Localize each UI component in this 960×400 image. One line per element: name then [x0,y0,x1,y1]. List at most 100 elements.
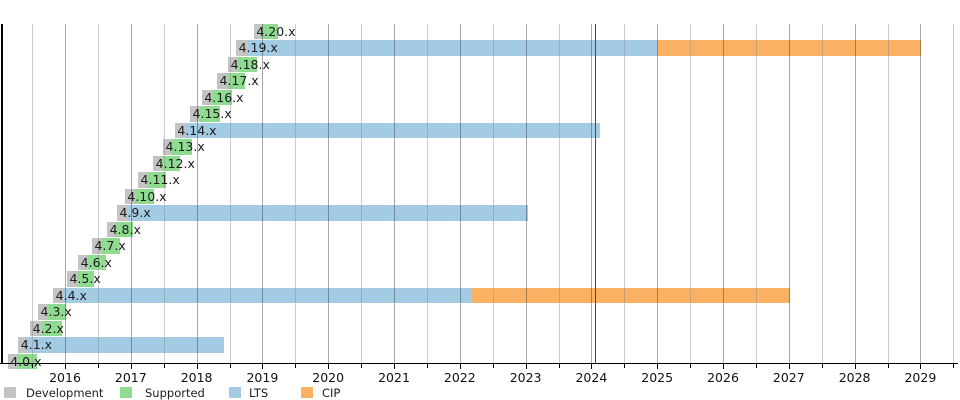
legend-label-supported: Supported [145,386,205,400]
axis-tick [459,364,461,369]
bar-segment-development [38,304,48,320]
version-label: 4.8.x [109,221,141,237]
bar-segment-supported [115,221,133,237]
bar-segment-cip [472,287,791,303]
version-label: 4.4.x [55,287,87,303]
year-label: 2023 [509,370,542,385]
grid-line-half-year [887,24,889,363]
grid-line-half-year [229,24,231,363]
axis-tick [65,364,66,369]
version-label: 4.15.x [192,106,232,121]
year-label: 2016 [49,370,81,385]
axis-tick [262,364,264,369]
axis-tick [591,364,593,369]
year-label: 2022 [443,370,476,385]
axis-tick [854,364,856,369]
bar-segment-development [18,337,29,353]
bar-segment-development [153,155,162,171]
bar-segment-development [253,23,262,39]
bar-segment-lts [247,40,658,56]
grid-line-half-year [953,24,955,363]
version-label: 4.20.x [256,23,296,39]
legend-swatch-supported [120,386,132,398]
bar-segment-lts [186,122,600,138]
bar-segment-development [174,122,187,138]
bar-segment-supported [101,238,121,254]
axis-tick [97,364,99,368]
year-label: 2029 [904,370,937,385]
version-label: 4.16.x [204,89,244,105]
axis-tick [558,364,560,368]
grid-line-half-year [624,24,626,363]
version-label: 4.9.x [119,205,151,220]
year-label: 2017 [114,370,147,385]
bar-segment-supported [261,23,279,39]
axis-tick [163,364,165,368]
version-label: 4.14.x [177,122,217,138]
axis-tick [295,364,297,368]
axis-tick [887,364,889,368]
grid-line-half-year [558,24,560,363]
bar-segment-lts [28,337,225,353]
year-label: 2028 [838,370,871,385]
axis-tick [755,364,757,368]
grid-line-year [394,24,395,363]
grid-line-year [65,24,66,363]
grid-line-year [328,24,330,363]
bar-segment-supported [88,254,106,270]
grid-line-half-year [755,24,757,363]
bar-segment-supported [134,188,154,204]
grid-line-year [130,24,132,363]
version-label: 4.0.x [10,353,42,369]
bar-segment-supported [41,320,62,336]
bar-segment-supported [147,172,166,188]
grid-line-year [920,24,922,363]
axis-tick [788,364,790,369]
grid-line-half-year [97,24,99,363]
bar-segment-supported [238,56,258,72]
grid-line-year [591,24,593,363]
bar-segment-development [236,40,248,56]
legend-swatch-lts [229,386,241,398]
axis-tick [426,364,428,368]
year-label: 2021 [378,370,410,385]
bar-segment-development [30,320,42,336]
bar-segment-development [91,238,102,254]
y-axis-line [1,24,3,364]
bar-segment-lts [63,287,473,303]
grid-line-half-year [32,24,34,363]
grid-line-year [262,24,264,363]
grid-line-year [788,24,790,363]
version-label: 4.19.x [238,40,278,55]
axis-tick [690,364,692,368]
bar-segment-development [124,188,135,204]
bar-segment-development [116,205,127,221]
grid-line-year [723,24,724,363]
year-label: 2026 [707,370,739,385]
x-axis-line [0,362,958,364]
year-label: 2027 [772,370,805,385]
axis-tick [723,364,724,369]
grid-line-half-year [361,24,363,363]
grid-line-year [854,24,856,363]
grid-line-half-year [426,24,428,363]
bar-segment-supported [47,304,67,320]
grid-line-year [657,24,659,363]
grid-line-half-year [295,24,297,363]
legend-swatch-cip [301,386,313,398]
year-label: 2025 [641,370,674,385]
axis-tick [821,364,823,368]
bar-segment-development [216,73,227,89]
version-label: 4.1.x [20,337,53,352]
grid-line-year [196,24,198,363]
axis-tick [920,364,922,369]
axis-tick [361,364,363,368]
today-line [594,24,597,364]
bar-segment-development [7,353,19,369]
